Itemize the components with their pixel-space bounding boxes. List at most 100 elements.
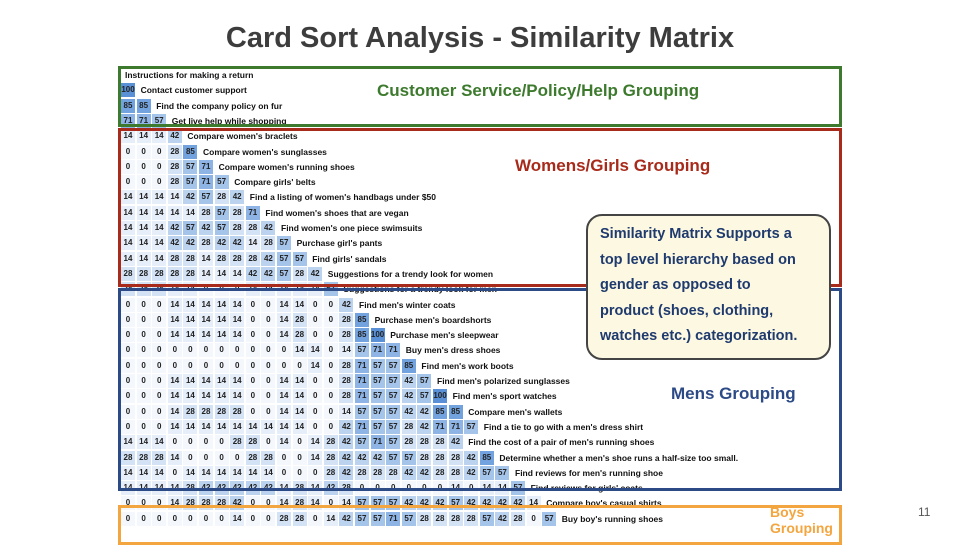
matrix-cell: 14 [183,374,198,388]
matrix-cell: 28 [121,450,135,465]
matrix-cell: 28 [339,374,354,388]
matrix-cell: 0 [152,328,167,343]
matrix-cell: 57 [199,190,213,205]
matrix-cell: 0 [323,312,338,327]
matrix-cell: 0 [199,358,213,373]
matrix-cell: 14 [121,221,135,235]
matrix-cell: 0 [245,511,260,526]
matrix-cell: 100 [121,83,135,98]
matrix-cell: 28 [183,266,198,281]
matrix-cell: 0 [167,358,182,373]
matrix-cell: 14 [183,419,198,434]
matrix-cell: 0 [308,374,323,388]
matrix-cell: 0 [292,358,307,373]
matrix-cell: 0 [323,389,338,404]
matrix-cell: 28 [370,465,385,480]
matrix-cell: 14 [183,328,198,343]
matrix-cell: 0 [121,374,135,388]
matrix-cell: 14 [214,465,229,480]
matrix-cell: 14 [183,465,198,480]
matrix-cell: 14 [230,465,245,480]
matrix-cell: 14 [152,205,167,220]
matrix-cell: 57 [370,358,385,373]
matrix-cell: 0 [261,404,276,419]
matrix-cell: 57 [183,221,198,235]
matrix-cell: 14 [214,419,229,434]
matrix-cell: 28 [214,251,229,266]
matrix-cell: 0 [214,450,229,465]
matrix-cell: 57 [386,374,401,388]
matrix-cell: 14 [230,511,245,526]
matrix-cell: 0 [136,297,151,312]
matrix-row-label: Buy boy's running shoes [561,513,663,524]
matrix-cell: 0 [277,450,291,465]
matrix-cell: 28 [183,251,198,266]
matrix-cell: 0 [136,404,151,419]
matrix-cell: 28 [230,205,245,220]
matrix-cell: 42 [261,221,276,235]
matrix-cell: 28 [199,236,213,251]
matrix-cell: 0 [183,358,198,373]
matrix-cell: 57 [464,419,479,434]
matrix-cell: 28 [292,328,307,343]
matrix-cell: 0 [308,312,323,327]
matrix-cell: 0 [152,159,167,174]
matrix-cell: 57 [277,236,291,251]
matrix-cell: 0 [245,312,260,327]
matrix-cell: 57 [214,175,229,190]
matrix-cell: 0 [183,435,198,450]
matrix-cell: 42 [183,236,198,251]
matrix-cell: 0 [199,511,213,526]
matrix-cell: 28 [339,358,354,373]
matrix-cell: 14 [167,374,182,388]
matrix-cell: 0 [214,358,229,373]
matrix-cell: 42 [401,404,416,419]
matrix-cell: 0 [245,328,260,343]
matrix-cell: 0 [121,404,135,419]
matrix-cell: 57 [417,389,432,404]
matrix-cell: 28 [136,450,151,465]
matrix-cell: 0 [121,175,135,190]
matrix-cell: 0 [230,450,245,465]
matrix-cell: 0 [152,175,167,190]
matrix-cell: 0 [136,358,151,373]
matrix-cell: 0 [136,374,151,388]
matrix-row-label: Find women's shoes that are vegan [265,207,409,218]
matrix-cell: 14 [277,297,291,312]
matrix-cell: 57 [479,465,494,480]
matrix-cell: 28 [448,511,463,526]
matrix-cell: 57 [277,266,291,281]
matrix-cell: 0 [292,450,307,465]
matrix-cell: 14 [230,312,245,327]
matrix-cell: 14 [167,450,182,465]
matrix-cell: 0 [323,374,338,388]
matrix-cell: 42 [261,266,276,281]
matrix-cell: 42 [339,297,354,312]
matrix-row-label: Get live help while shopping [171,115,287,126]
matrix-row-label: Find men's sport watches [452,391,557,402]
matrix-cell: 0 [230,358,245,373]
matrix-cell: 14 [292,404,307,419]
matrix-cell: 14 [152,251,167,266]
matrix-cell: 0 [183,511,198,526]
matrix-cell: 14 [199,328,213,343]
matrix-cell: 0 [136,144,151,159]
matrix-cell: 28 [261,450,276,465]
matrix-cell: 14 [292,343,307,358]
matrix-cell: 0 [323,343,338,358]
matrix-cell: 42 [230,236,245,251]
matrix-cell: 28 [245,251,260,266]
matrix-cell: 28 [511,511,525,526]
matrix-cell: 85 [136,98,151,113]
matrix-cell: 28 [167,175,182,190]
matrix-cell: 28 [199,205,213,220]
matrix-cell: 42 [417,419,432,434]
matrix-cell: 28 [355,465,369,480]
matrix-cell: 28 [433,435,447,450]
matrix-cell: 28 [136,266,151,281]
matrix-cell: 0 [152,374,167,388]
matrix-cell: 14 [230,419,245,434]
matrix-cell: 14 [152,435,167,450]
matrix-cell: 14 [136,435,151,450]
matrix-row-label: Find men's winter coats [359,299,456,310]
